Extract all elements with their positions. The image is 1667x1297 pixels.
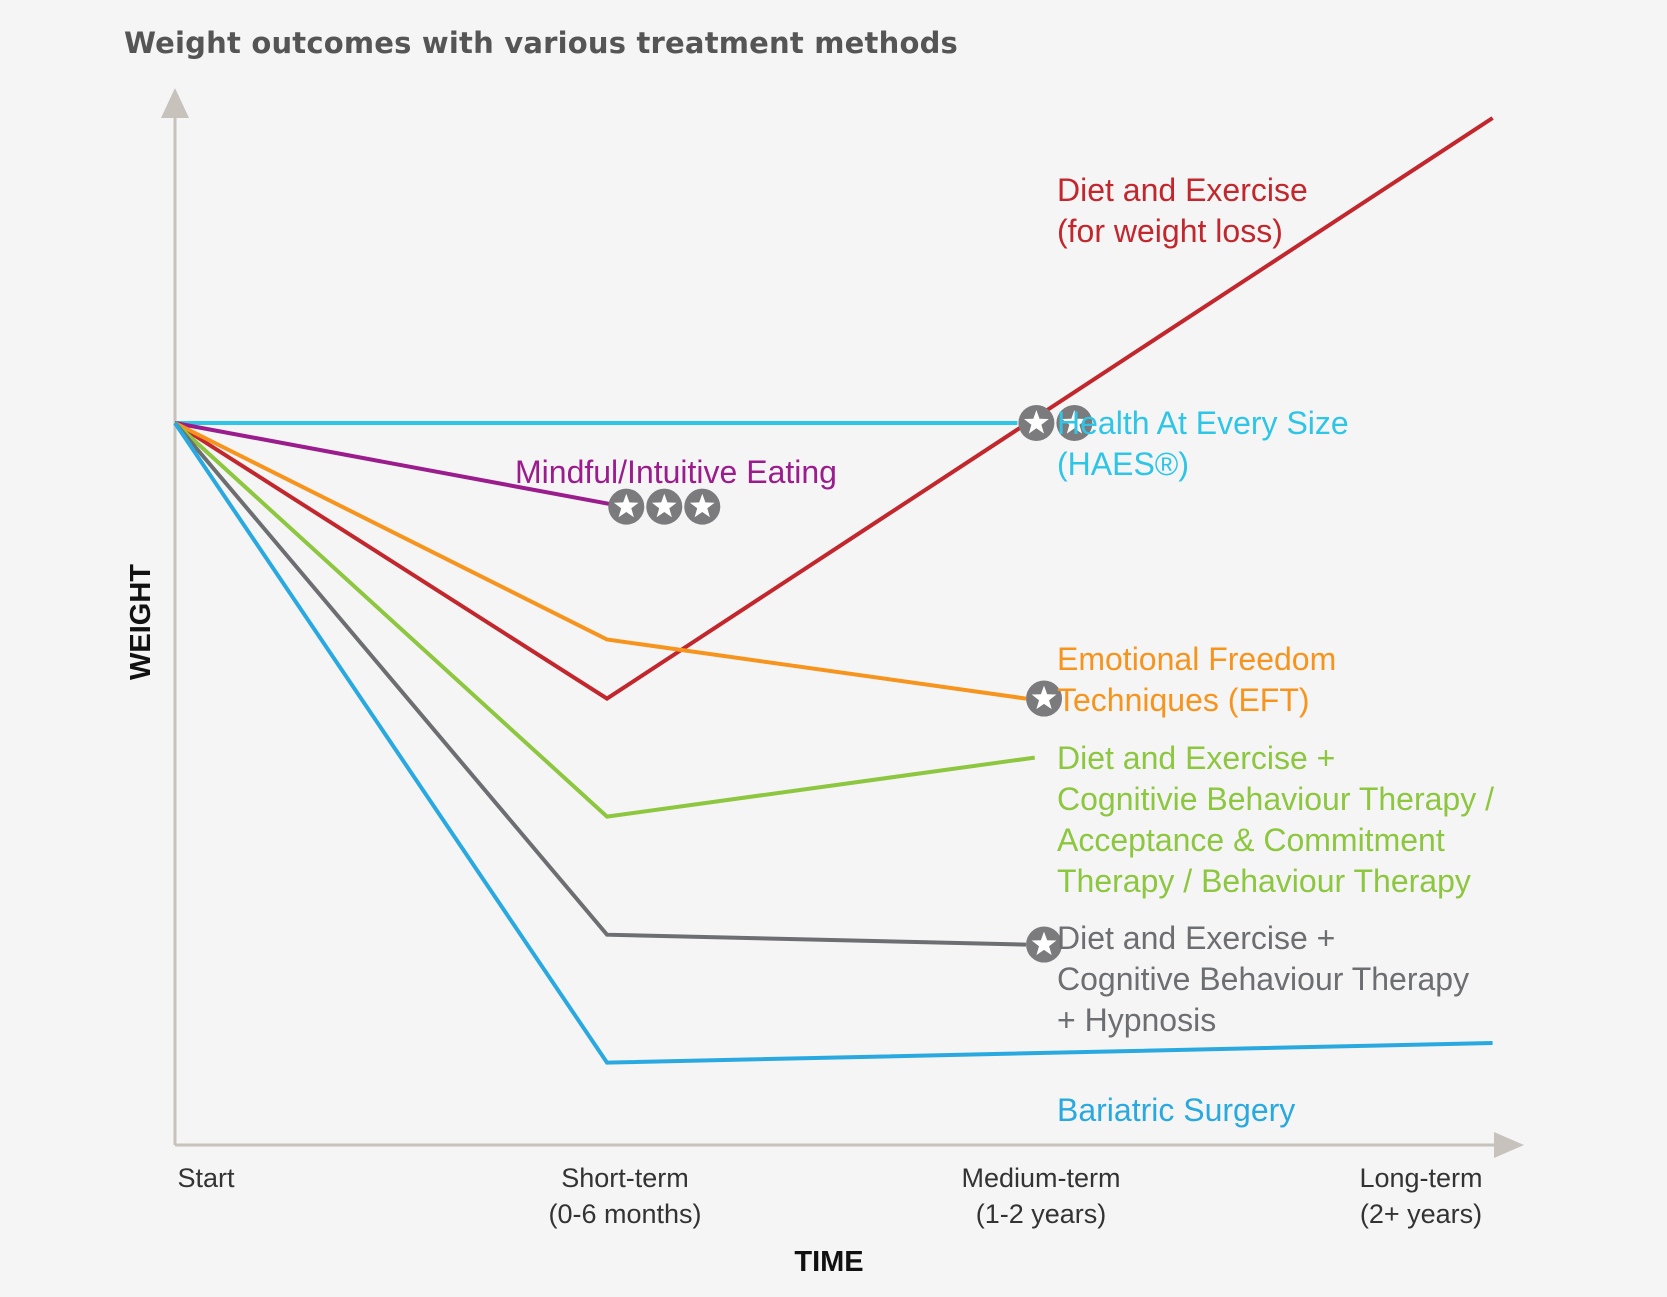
series-line-4 xyxy=(173,421,1035,819)
series-label-5: Diet and Exercise + Cognitive Behaviour T… xyxy=(1057,920,1469,1038)
series-label-line: Health At Every Size xyxy=(1057,405,1349,441)
series-label-line: Cognitive Behaviour Therapy xyxy=(1057,961,1469,997)
series-label-2: Mindful/Intuitive Eating xyxy=(515,454,837,490)
series-label-1: Health At Every Size (HAES®) xyxy=(1057,405,1349,482)
series-label-6: Bariatric Surgery xyxy=(1057,1092,1295,1128)
series-label-line: Therapy / Behaviour Therapy xyxy=(1057,863,1471,899)
x-tick-label-line: (0-6 months) xyxy=(548,1199,701,1229)
chart-title: Weight outcomes with various treatment m… xyxy=(124,26,958,60)
y-axis-title: WEIGHT xyxy=(125,564,157,680)
axes xyxy=(161,88,1524,1158)
star-badge-1-1 xyxy=(1056,405,1093,442)
series-line-5 xyxy=(173,421,1027,947)
series-labels: Diet and Exercise (for weight loss) Health… xyxy=(515,172,1494,1128)
star-badge-5-0 xyxy=(1026,926,1063,963)
series-label-line: Diet and Exercise xyxy=(1057,172,1308,208)
star-ratings xyxy=(608,405,1093,963)
star-icon xyxy=(1031,685,1057,710)
star-badge-2-1 xyxy=(646,488,683,525)
series-label-0: Diet and Exercise (for weight loss) xyxy=(1057,172,1308,249)
x-axis-arrow-icon xyxy=(1494,1132,1524,1158)
star-icon xyxy=(1031,931,1057,956)
star-badge-1-0 xyxy=(1018,405,1055,442)
star-badge-2-0 xyxy=(608,488,645,525)
series-label-line: Emotional Freedom xyxy=(1057,641,1336,677)
x-tick-label-line: (2+ years) xyxy=(1360,1199,1482,1229)
x-tick-label-line: Medium-term xyxy=(961,1163,1120,1193)
x-tick-label-3: Long-term (2+ years) xyxy=(1359,1163,1482,1229)
series-label-3: Emotional Freedom Techniques (EFT) xyxy=(1057,641,1336,718)
series-line-2 xyxy=(174,421,625,509)
x-tick-label-0: Start xyxy=(177,1163,235,1193)
series-label-line: Cognitivie Behaviour Therapy / xyxy=(1057,781,1494,817)
x-axis-title: TIME xyxy=(794,1246,863,1278)
series-line-3 xyxy=(174,421,1027,701)
star-icon xyxy=(689,493,715,518)
series-label-line: Bariatric Surgery xyxy=(1057,1092,1295,1128)
star-icon xyxy=(651,493,677,518)
series-label-line: Techniques (EFT) xyxy=(1057,682,1310,718)
y-axis-arrow-icon xyxy=(161,88,189,118)
series-line-6 xyxy=(173,421,1493,1065)
x-tick-label-1: Short-term (0-6 months) xyxy=(548,1163,701,1229)
star-icon xyxy=(1024,410,1049,434)
series-label-line: Mindful/Intuitive Eating xyxy=(515,454,837,490)
series-label-line: + Hypnosis xyxy=(1057,1002,1216,1038)
series-line-0 xyxy=(173,116,1494,701)
series-label-line: (for weight loss) xyxy=(1057,213,1283,249)
x-tick-label-line: Short-term xyxy=(561,1163,689,1193)
star-badge-2-2 xyxy=(684,488,721,525)
x-tick-label-2: Medium-term (1-2 years) xyxy=(961,1163,1120,1229)
star-icon xyxy=(1062,410,1087,434)
series-label-line: Diet and Exercise + xyxy=(1057,920,1335,956)
x-tick-labels: Start Short-term (0-6 months) Medium-term (1… xyxy=(177,1163,1482,1229)
star-icon xyxy=(613,493,639,518)
series-label-line: Acceptance & Commitment xyxy=(1057,822,1445,858)
star-badge-3-0 xyxy=(1026,680,1063,717)
x-tick-label-line: (1-2 years) xyxy=(976,1199,1107,1229)
x-tick-label-line: Long-term xyxy=(1359,1163,1482,1193)
series-label-line: Diet and Exercise + xyxy=(1057,740,1335,776)
series-label-4: Diet and Exercise + Cognitivie Behaviour … xyxy=(1057,740,1494,899)
series-lines xyxy=(173,116,1494,1065)
series-label-line: (HAES®) xyxy=(1057,446,1189,482)
x-tick-label-line: Start xyxy=(177,1163,235,1193)
